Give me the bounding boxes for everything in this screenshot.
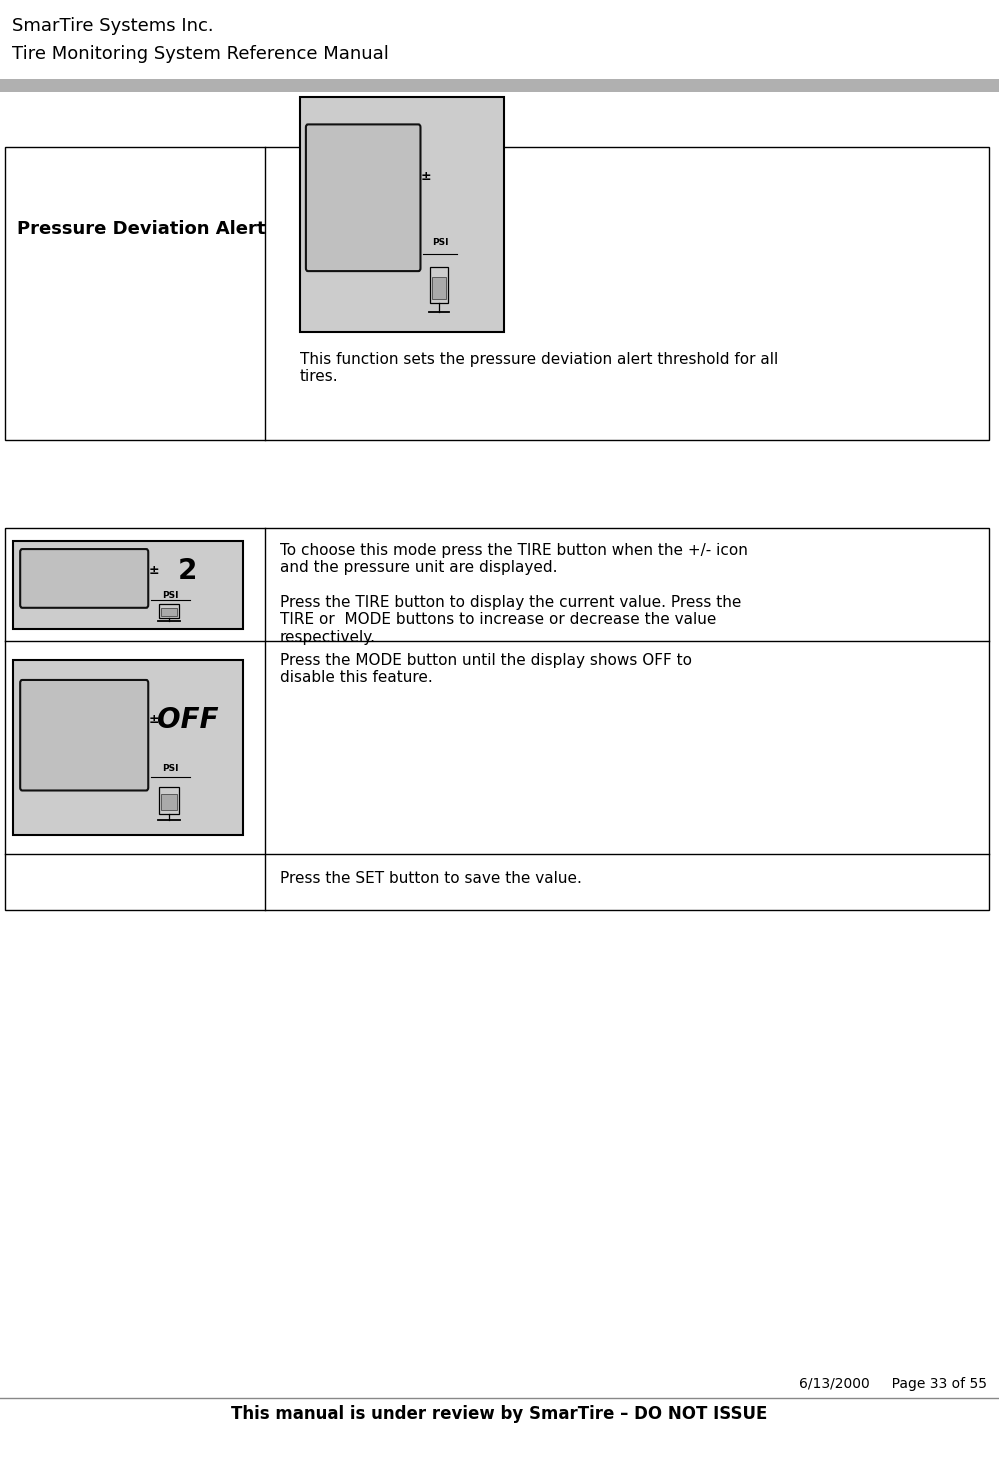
Text: ±: ± xyxy=(149,563,160,577)
FancyBboxPatch shape xyxy=(20,681,148,791)
Bar xyxy=(13,540,243,629)
Bar xyxy=(5,528,989,910)
Text: Press the SET button to save the value.: Press the SET button to save the value. xyxy=(280,871,581,886)
Bar xyxy=(160,604,179,618)
Text: SmarTire Systems Inc.: SmarTire Systems Inc. xyxy=(12,18,214,35)
Text: Tire Monitoring System Reference Manual: Tire Monitoring System Reference Manual xyxy=(12,45,389,63)
Text: 6/13/2000     Page 33 of 55: 6/13/2000 Page 33 of 55 xyxy=(799,1376,987,1391)
Text: PSI: PSI xyxy=(162,591,179,600)
Bar xyxy=(160,786,179,814)
FancyBboxPatch shape xyxy=(20,549,148,607)
Text: Pressure Deviation Alert: Pressure Deviation Alert xyxy=(17,220,266,238)
Text: ±: ± xyxy=(149,713,160,726)
Bar xyxy=(300,97,504,332)
Bar xyxy=(162,609,177,616)
Text: Press the MODE button until the display shows OFF to
disable this feature.: Press the MODE button until the display … xyxy=(280,653,691,685)
Bar xyxy=(13,660,243,835)
Text: PSI: PSI xyxy=(432,238,449,246)
Bar xyxy=(431,267,448,304)
Bar xyxy=(5,147,989,440)
Text: 2: 2 xyxy=(177,556,197,584)
Bar xyxy=(0,79,999,92)
Bar xyxy=(162,794,177,810)
Bar xyxy=(432,277,446,299)
Text: This function sets the pressure deviation alert threshold for all
tires.: This function sets the pressure deviatio… xyxy=(300,352,778,384)
Text: To choose this mode press the TIRE button when the +/- icon
and the pressure uni: To choose this mode press the TIRE butto… xyxy=(280,543,747,645)
Text: This manual is under review by SmarTire – DO NOT ISSUE: This manual is under review by SmarTire … xyxy=(232,1405,767,1423)
Text: ±: ± xyxy=(421,170,431,183)
Text: PSI: PSI xyxy=(162,764,179,773)
FancyBboxPatch shape xyxy=(306,125,421,271)
Text: OFF: OFF xyxy=(157,706,218,734)
